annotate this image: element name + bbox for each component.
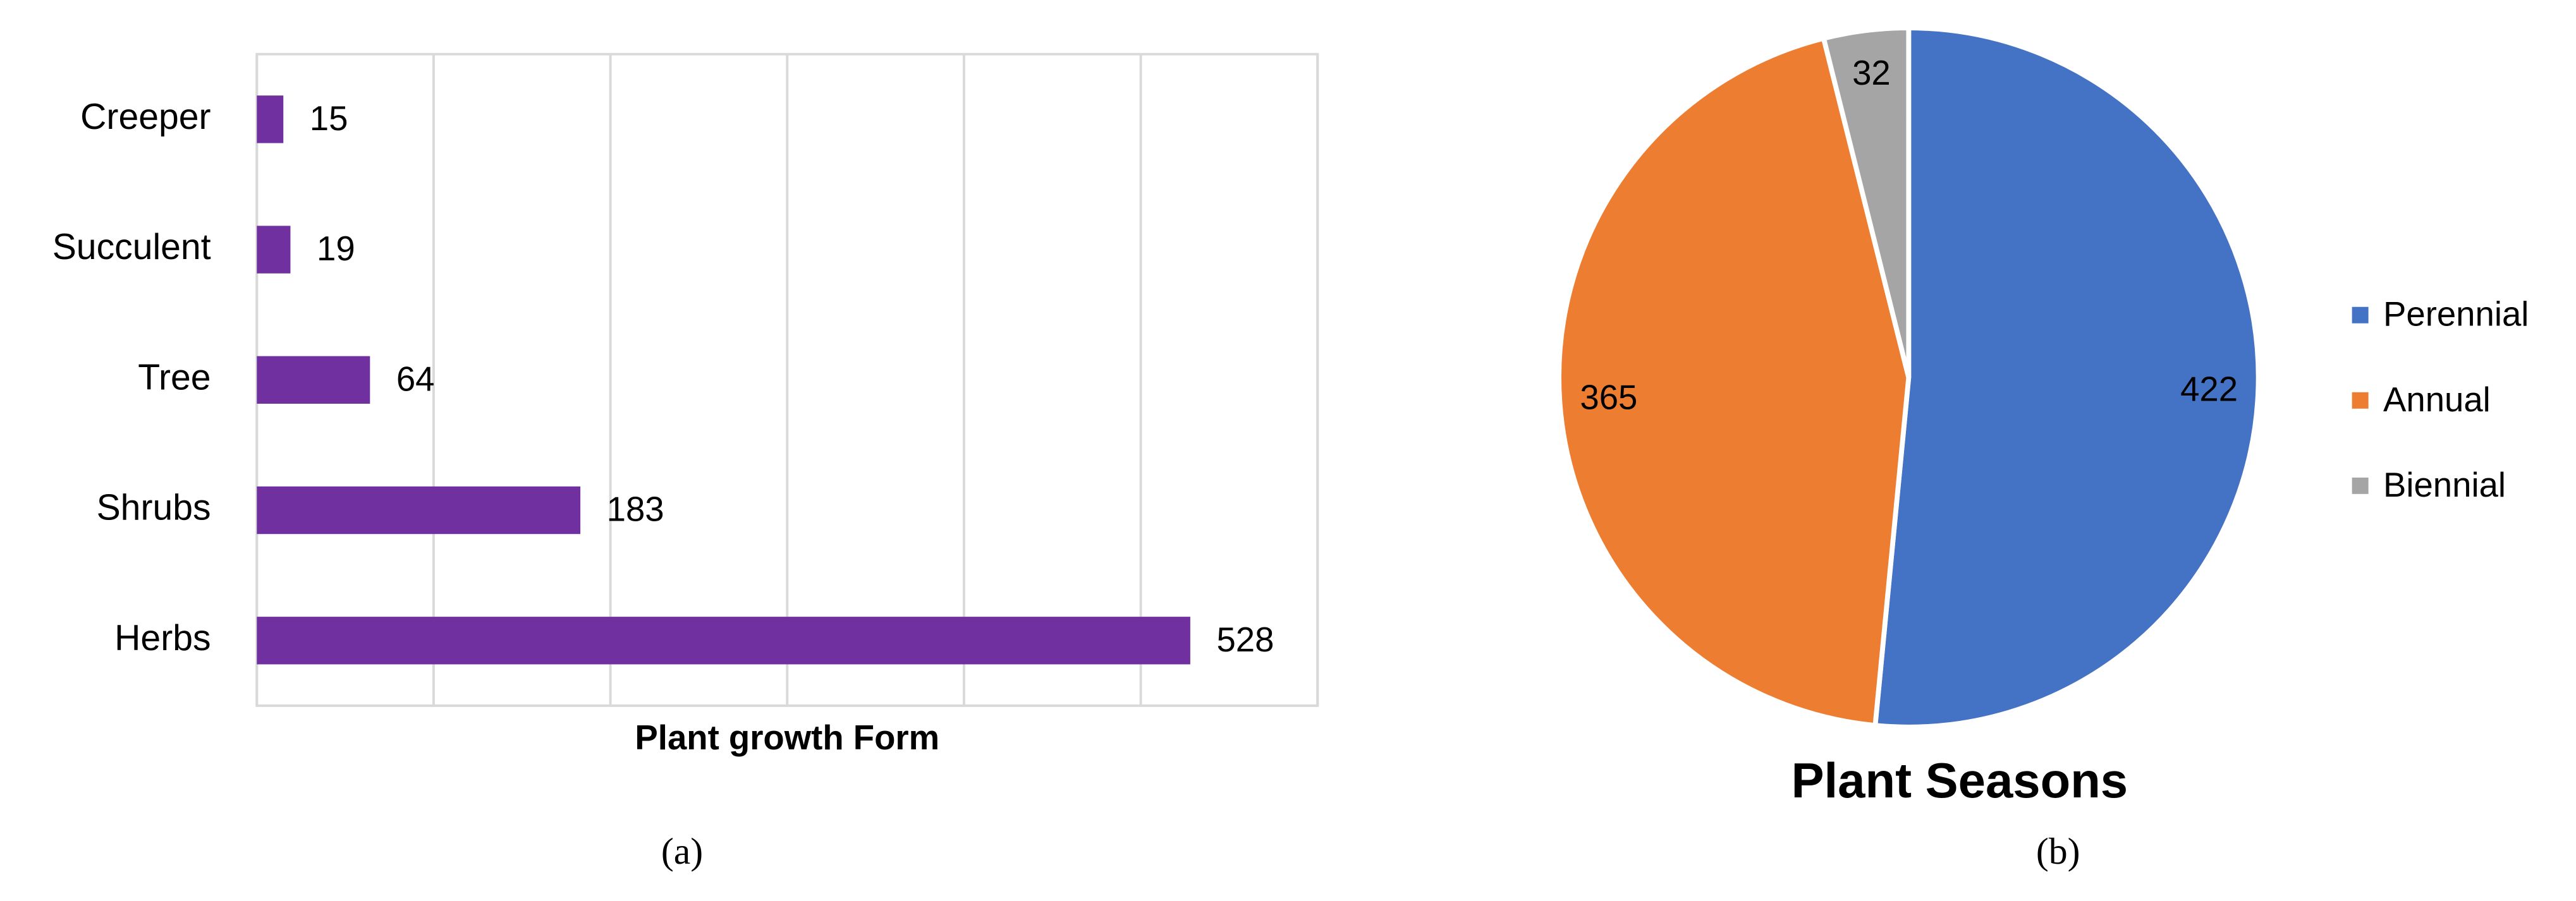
x-axis-label: Plant growth Form [635,718,939,757]
legend-label: Perennial [2383,295,2529,334]
category-label: Creeper [80,97,211,137]
bar [257,356,370,404]
category-label: Shrubs [97,488,211,528]
category-label: Herbs [114,618,211,658]
pie-slice [1821,25,1912,378]
legend-swatch [2352,392,2369,409]
value-label: 19 [317,229,355,268]
value-label: 422 [2180,370,2238,409]
value-label: 15 [310,99,348,138]
bar [257,95,284,143]
legend-swatch [2352,477,2369,494]
legend-swatch [2352,306,2369,324]
legend-label: Biennial [2383,466,2506,504]
category-label: Succulent [52,227,211,267]
legend-label: Annual [2383,380,2491,419]
value-label: 528 [1216,620,1274,659]
pie-slice [1556,35,1912,729]
value-label: 183 [607,490,664,529]
chart-title: Plant Seasons [1792,753,2128,808]
caption: (b) [2036,830,2080,872]
bar [257,226,291,274]
bar [257,486,581,535]
value-label: 64 [396,360,435,398]
value-label: 365 [1580,378,1637,416]
caption: (a) [661,830,703,872]
pie-slice [1872,25,2261,730]
category-label: Tree [138,357,211,397]
bar [257,617,1190,665]
value-label: 32 [1852,54,1891,92]
